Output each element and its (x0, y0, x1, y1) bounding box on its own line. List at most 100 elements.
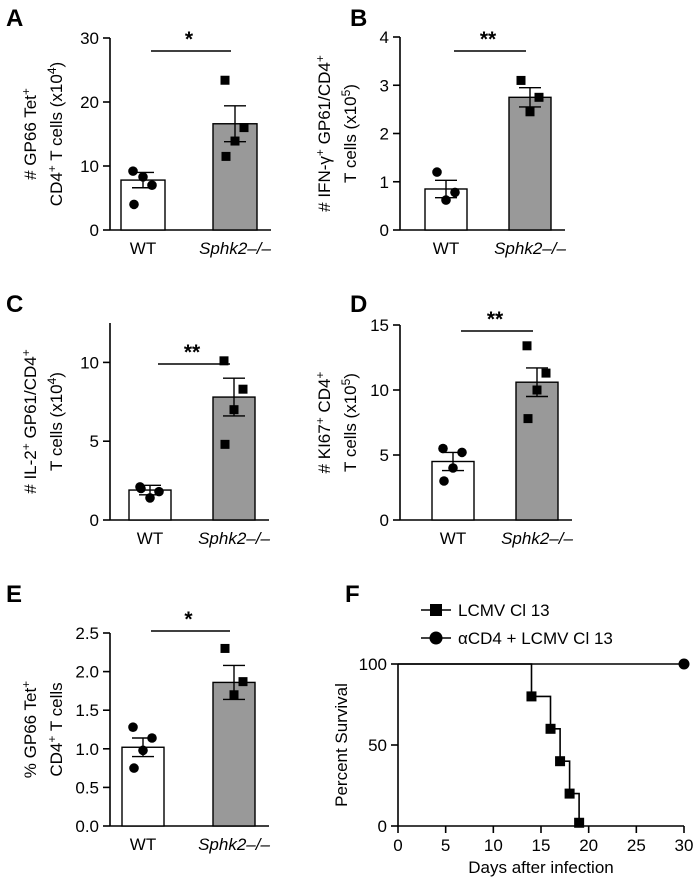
category-label: WT (137, 529, 163, 548)
panel-label: C (6, 291, 23, 318)
data-point (457, 447, 467, 458)
category-label: Sphk2–/– (198, 835, 270, 854)
y-tick-label: 0 (380, 221, 389, 240)
y-axis-label-part: T cells (x10 (341, 96, 360, 183)
data-point (516, 75, 526, 85)
data-point (439, 476, 449, 486)
y-tick-label: 2 (380, 125, 389, 144)
x-tick-label: 25 (627, 836, 646, 855)
y-axis-label-part: CD4 (315, 379, 334, 418)
legend-marker (430, 604, 442, 616)
y-axis-label-part: T cells (x10 (47, 384, 66, 471)
data-point (450, 187, 460, 198)
significance-label: * (184, 608, 193, 631)
y-axis-label-part: ) (341, 373, 360, 379)
y-tick-label: 1 (380, 173, 389, 192)
significance-label: ** (487, 308, 504, 331)
y-axis-label: # IFN-γ+ GP61/CD4+ (313, 55, 334, 212)
y-tick-label: 0 (378, 817, 387, 836)
y-axis-label-part: GP61/CD4 (315, 62, 334, 149)
y-axis-label-part: + (313, 417, 327, 424)
y-tick-label: 3 (380, 76, 389, 95)
y-axis-label-part: + (45, 736, 59, 743)
data-point (541, 368, 551, 378)
panel-e: E0.00.51.01.52.02.5% GP66 Tet+CD4+ T cel… (6, 581, 270, 854)
series-line (398, 663, 580, 826)
series-marker (555, 756, 566, 767)
y-tick-label: 0 (90, 511, 99, 530)
x-tick-label: 5 (441, 836, 450, 855)
category-label: Sphk2–/– (501, 529, 573, 548)
x-tick-label: 30 (675, 836, 694, 855)
x-tick-label: 0 (393, 836, 402, 855)
legend-label: LCMV Cl 13 (458, 601, 550, 620)
data-point (129, 199, 139, 210)
y-axis-label-part: + (45, 165, 59, 172)
data-point (128, 166, 138, 176)
y-axis-label: T cells (x104) (45, 372, 66, 471)
data-point (441, 195, 451, 205)
y-axis-label-part: # KI67 (315, 424, 334, 473)
y-axis-label: # GP66 Tet+ (19, 88, 40, 180)
y-axis-label-part: % GP66 Tet (21, 688, 40, 779)
category-label: WT (440, 529, 466, 548)
data-point (220, 439, 230, 449)
x-tick-label: 20 (579, 836, 598, 855)
category-label: WT (130, 239, 156, 258)
bar (515, 381, 559, 521)
panel-label: E (6, 581, 22, 608)
y-tick-label: 1.5 (75, 701, 99, 720)
data-point (523, 414, 533, 424)
y-tick-label: 10 (80, 353, 99, 372)
data-point (534, 92, 544, 102)
y-axis-label-part: # IL-2 (21, 450, 40, 493)
data-point (432, 167, 442, 177)
bar (121, 746, 165, 827)
y-axis-label-part: + (313, 372, 327, 379)
category-label: Sphk2–/– (198, 529, 270, 548)
data-point (138, 745, 148, 756)
data-point (532, 385, 542, 395)
bar (212, 396, 256, 521)
y-axis-label-part: CD4 (47, 172, 66, 206)
y-axis-label: % GP66 Tet+ (19, 681, 40, 778)
panel-f: F 0 50 100 0 5 10 15 20 25 30 Days after infection P… (332, 581, 693, 877)
category-label: Sphk2–/– (494, 239, 566, 258)
data-point (136, 483, 146, 494)
data-point (220, 75, 230, 85)
y-tick-label: 5 (380, 446, 389, 465)
y-tick-label: 100 (359, 655, 387, 674)
series-marker (526, 691, 537, 702)
category-label: Sphk2–/– (199, 239, 271, 258)
data-point (220, 643, 230, 653)
data-point (138, 172, 148, 182)
data-point (522, 341, 532, 351)
x-tick-label: 15 (532, 836, 551, 855)
y-axis-label: CD4+ T cells (45, 682, 66, 776)
y-axis-label: T cells (x105) (339, 84, 360, 183)
significance-label: ** (480, 28, 497, 51)
y-tick-label: 5 (90, 432, 99, 451)
y-axis-label-part: 4 (45, 67, 59, 74)
series-marker (678, 658, 690, 670)
panel-label: F (345, 581, 360, 608)
y-axis-label-part: CD4 (47, 743, 66, 777)
data-point (221, 151, 231, 161)
data-point (128, 722, 138, 732)
y-axis-label-part: ) (47, 62, 66, 68)
y-axis-label-part: 4 (45, 377, 59, 384)
legend-marker (429, 631, 443, 645)
category-label: WT (130, 835, 156, 854)
y-tick-label: 0 (380, 511, 389, 530)
y-axis-label-part: ) (47, 372, 66, 378)
data-point (238, 677, 248, 687)
data-point (129, 763, 139, 773)
data-point (230, 136, 240, 146)
bar (212, 681, 256, 827)
data-point (147, 180, 157, 190)
data-point (229, 405, 239, 415)
y-axis-label-part: + (313, 149, 327, 156)
